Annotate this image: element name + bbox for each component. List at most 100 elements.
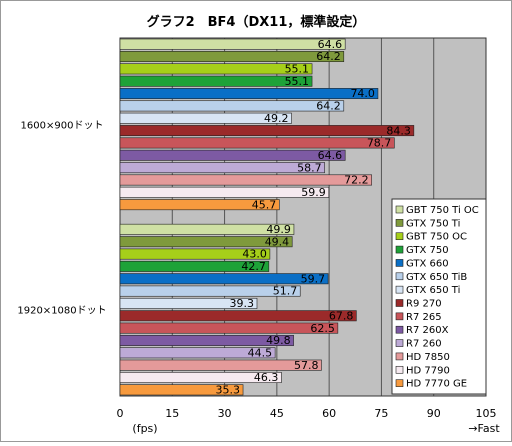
legend-swatch [395, 299, 404, 307]
bar-value-label: 55.1 [285, 75, 310, 88]
bar-value-label: 49.8 [266, 334, 291, 347]
bar-value-label: 39.3 [229, 297, 254, 310]
bar [119, 186, 330, 198]
legend-label: GTX 660 [406, 258, 449, 269]
legend-label: HD 7850 [406, 352, 450, 363]
bar [119, 359, 322, 371]
bar-value-label: 51.7 [273, 285, 298, 298]
legend-swatch [395, 272, 404, 281]
bar-value-label: 42.7 [241, 260, 266, 273]
x-tick-label: 105 [476, 407, 497, 420]
bar [119, 372, 282, 383]
legend-swatch [395, 245, 404, 254]
x-tick-label: 60 [322, 407, 336, 420]
bar [119, 174, 372, 186]
bar [119, 236, 293, 248]
legend-label: GTX 650 Ti [406, 285, 460, 296]
bar-value-label: 62.5 [310, 322, 335, 335]
bar-value-label: 64.6 [318, 38, 343, 51]
bar-value-label: 55.1 [285, 63, 310, 76]
legend-label: GTX 750 [406, 245, 449, 256]
bar-value-label: 74.0 [350, 87, 375, 100]
bar [119, 125, 415, 137]
bar [119, 248, 271, 260]
bar [119, 322, 339, 334]
legend-label: R7 260 [406, 339, 442, 350]
x-tick-label: 75 [374, 407, 388, 420]
bars: 64.664.255.155.174.064.249.284.378.764.6… [119, 38, 415, 397]
x-axis-ticks: 0 15 30 45 60 75 90 105 [117, 407, 497, 420]
group-label: 1600×900ドット [21, 120, 104, 131]
legend-label: R7 265 [406, 312, 442, 323]
bar-value-label: 64.2 [316, 100, 341, 113]
bar-value-label: 67.8 [329, 309, 354, 322]
group-labels: 1600×900ドット 1920×1080ドット [17, 120, 106, 316]
legend-label: HD 7790 [406, 365, 450, 376]
legend-swatch [395, 219, 404, 227]
bar [119, 260, 270, 272]
bar [119, 297, 258, 309]
legend-swatch [395, 325, 404, 334]
legend-label: GTX 650 TiB [406, 272, 467, 283]
bar [119, 199, 280, 211]
bar [119, 88, 379, 100]
bar [119, 223, 295, 235]
legend-swatch [395, 352, 404, 361]
x-tick-label: 30 [218, 407, 232, 420]
bar [119, 162, 325, 174]
bar [119, 310, 357, 322]
bar [119, 51, 345, 62]
bar [119, 38, 346, 50]
legend-box [391, 198, 487, 395]
legend: GBT 750 Ti OC GTX 750 Ti GBT 750 OC GTX 750… [391, 198, 487, 395]
legend-swatch [395, 232, 404, 241]
bar-value-label: 35.3 [216, 384, 241, 397]
bar-value-label: 44.5 [248, 346, 273, 359]
legend-swatch [395, 339, 404, 347]
legend-label: HD 7770 GE [406, 379, 467, 390]
legend-swatch [395, 285, 404, 294]
x-axis-label: (fps) [132, 422, 157, 435]
bar [119, 149, 346, 161]
legend-label: R9 270 [406, 299, 442, 310]
bar-value-label: 78.7 [367, 137, 392, 150]
bar-value-label: 72.2 [344, 174, 369, 187]
chart-title: グラフ2 BF4（DX11，標準設定） [147, 14, 366, 30]
x-tick-label: 15 [165, 407, 179, 420]
bar-value-label: 64.6 [318, 149, 343, 162]
legend-swatch [395, 379, 404, 387]
x-tick-label: 0 [117, 407, 124, 420]
bar [119, 384, 244, 396]
bar-value-label: 49.4 [265, 235, 290, 248]
legend-label: R7 260X [406, 325, 449, 336]
bar-value-label: 84.3 [386, 124, 411, 137]
group-label: 1920×1080ドット [17, 306, 106, 317]
bar-value-label: 49.2 [264, 112, 289, 125]
bar-value-label: 43.0 [242, 248, 267, 261]
bar [119, 75, 313, 87]
bar-value-label: 59.7 [301, 272, 326, 285]
bar-value-label: 49.9 [266, 223, 291, 236]
bar [119, 112, 292, 124]
x-tick-label: 90 [427, 407, 441, 420]
legend-swatch [395, 365, 404, 374]
bar [119, 137, 395, 149]
bar-value-label: 57.8 [294, 359, 319, 372]
bar [119, 100, 345, 112]
legend-swatch [395, 205, 404, 214]
legend-swatch [395, 259, 404, 267]
legend-label: GBT 750 OC [406, 232, 467, 243]
bar-value-label: 58.7 [297, 161, 322, 174]
bar [119, 334, 294, 346]
bar [119, 285, 301, 297]
legend-swatch [395, 312, 404, 321]
bar-value-label: 45.7 [252, 198, 277, 211]
x-tick-label: 45 [270, 407, 284, 420]
legend-label: GTX 750 Ti [406, 218, 460, 229]
bar [119, 63, 313, 75]
bar-value-label: 46.3 [254, 371, 279, 384]
x-direction-label: →Fast [468, 422, 500, 435]
legend-label: GBT 750 Ti OC [406, 205, 479, 216]
